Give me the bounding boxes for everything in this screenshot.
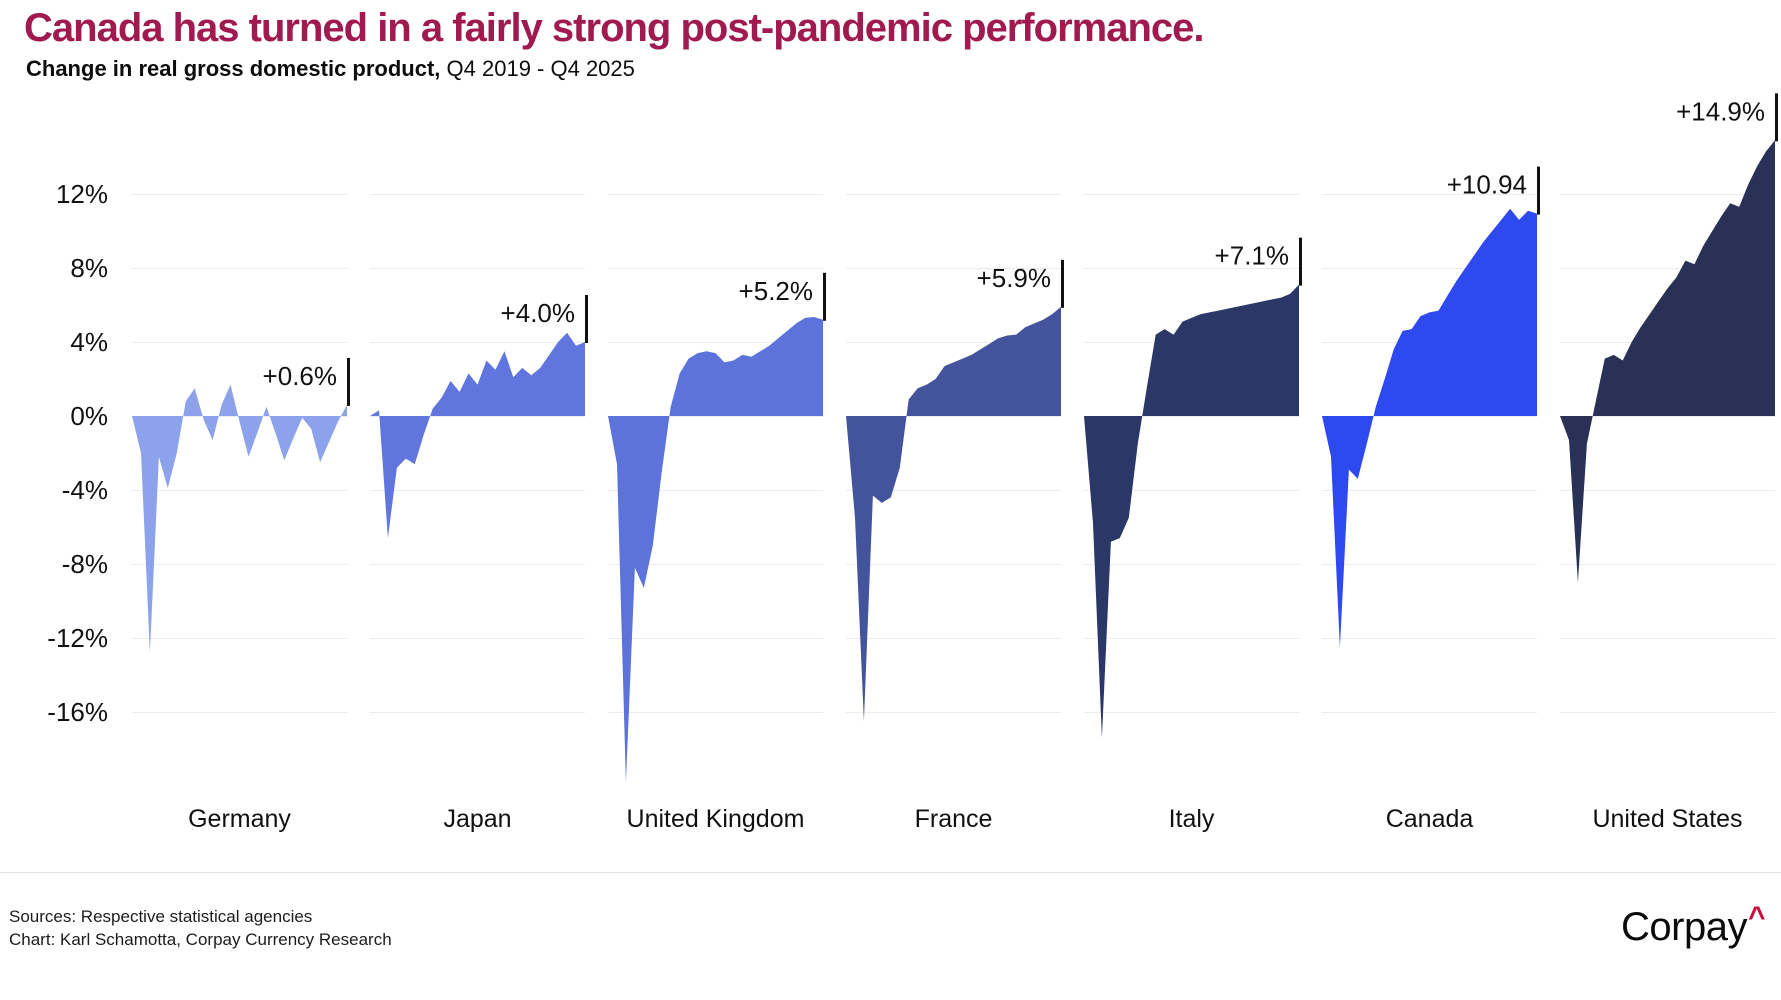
y-axis-tick-label: 0%	[70, 401, 108, 431]
corpay-logo: Corpay^	[1621, 901, 1765, 950]
y-axis-tick-label: -12%	[47, 623, 108, 653]
end-value-label-united-kingdom: +5.2%	[739, 276, 813, 306]
end-value-label-germany: +0.6%	[263, 361, 337, 391]
end-value-label-france: +5.9%	[977, 263, 1051, 293]
subtitle-period: Q4 2019 - Q4 2025	[440, 56, 635, 81]
area-italy	[1084, 284, 1299, 738]
page-subtitle: Change in real gross domestic product, Q…	[26, 56, 635, 82]
country-label-italy: Italy	[1169, 805, 1215, 833]
area-germany	[132, 384, 347, 653]
y-axis-tick-label: 4%	[70, 327, 108, 357]
y-axis-tick-label: 12%	[56, 179, 108, 209]
country-label-germany: Germany	[188, 805, 291, 833]
area-united-kingdom	[608, 317, 823, 783]
area-france	[846, 306, 1061, 722]
area-japan	[370, 332, 585, 539]
end-value-label-italy: +7.1%	[1215, 241, 1289, 271]
subtitle-main: Change in real gross domestic product,	[26, 56, 441, 81]
y-axis-tick-label: -4%	[62, 475, 108, 505]
footer-divider	[0, 872, 1781, 873]
y-axis-tick-label: -16%	[47, 697, 108, 727]
end-value-label-canada: +10.94	[1447, 170, 1527, 200]
country-label-france: France	[915, 805, 993, 833]
end-value-label-japan: +4.0%	[501, 298, 575, 328]
country-label-united-kingdom: United Kingdom	[627, 805, 805, 833]
country-label-japan: Japan	[443, 805, 511, 833]
corpay-logo-caret: ^	[1747, 901, 1766, 934]
credit-note: Chart: Karl Schamotta, Corpay Currency R…	[9, 930, 392, 949]
y-axis-tick-label: 8%	[70, 253, 108, 283]
country-label-canada: Canada	[1386, 805, 1474, 833]
area-canada	[1322, 208, 1537, 648]
end-value-label-united-states: +14.9%	[1676, 96, 1765, 126]
country-label-united-states: United States	[1592, 805, 1742, 833]
page-title: Canada has turned in a fairly strong pos…	[24, 6, 1204, 50]
sources-note: Sources: Respective statistical agencies	[9, 907, 313, 926]
sources-block: Sources: Respective statistical agencies…	[9, 905, 392, 951]
y-axis-tick-label: -8%	[62, 549, 108, 579]
corpay-logo-text: Corpay	[1621, 905, 1747, 949]
area-united-states	[1560, 140, 1775, 583]
